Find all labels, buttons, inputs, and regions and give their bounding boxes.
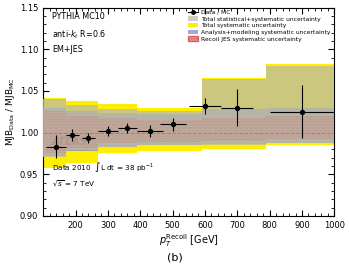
Text: Data 2010  $\int$L dt = 38 pb$^{-1}$: Data 2010 $\int$L dt = 38 pb$^{-1}$ — [52, 160, 154, 174]
Text: EM+JES: EM+JES — [52, 45, 83, 54]
Text: $\sqrt{s}$ = 7 TeV: $\sqrt{s}$ = 7 TeV — [52, 178, 96, 188]
Text: (b): (b) — [166, 253, 183, 263]
Text: anti-$k_t$ R=0.6: anti-$k_t$ R=0.6 — [52, 29, 106, 41]
Y-axis label: $\mathrm{MJB_{Data}}$ / $\mathrm{MJB_{MC}}$: $\mathrm{MJB_{Data}}$ / $\mathrm{MJB_{MC… — [4, 77, 17, 146]
Legend: Data / MC, Total statistical+systematic uncertainty, Total systematic uncertaint: Data / MC, Total statistical+systematic … — [186, 8, 331, 43]
Text: PYTHIA MC10: PYTHIA MC10 — [52, 12, 105, 21]
X-axis label: $p_T^{\mathrm{Recoil}}$ [GeV]: $p_T^{\mathrm{Recoil}}$ [GeV] — [159, 233, 219, 249]
Text: ATLAS: ATLAS — [52, 137, 88, 147]
